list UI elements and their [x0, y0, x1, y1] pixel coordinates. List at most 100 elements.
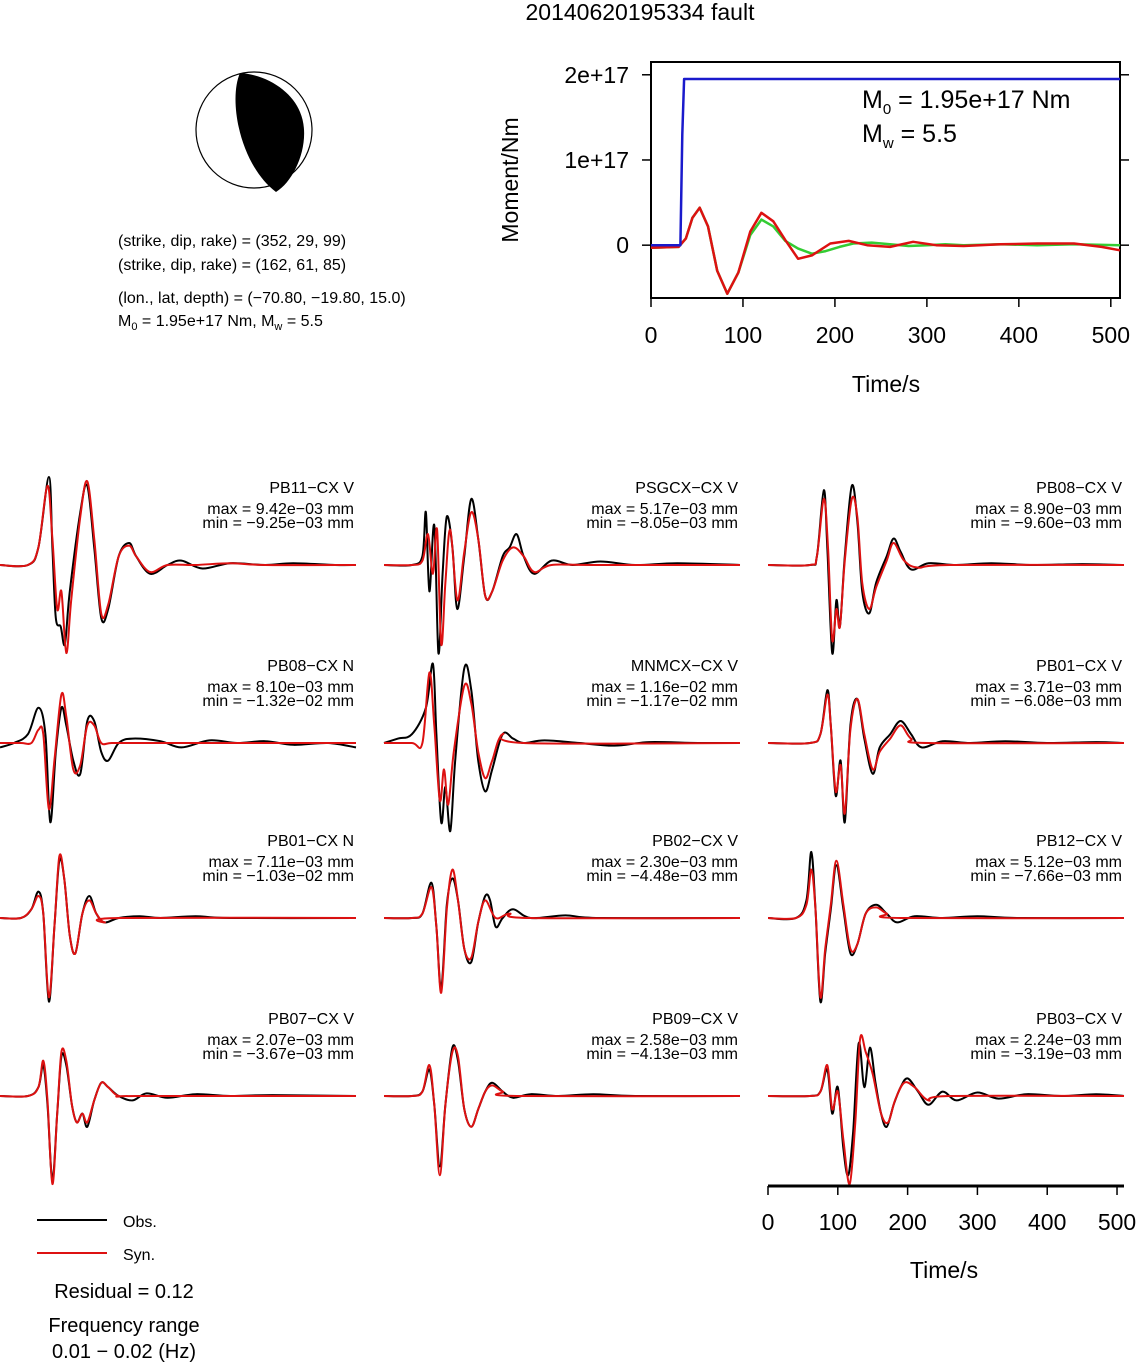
station-max: max = 3.71e−03 mm — [975, 679, 1122, 696]
station-syn-trace — [383, 868, 741, 994]
moment-axes: 0 100 200 300 400 500 0 1e+17 2e+17 — [564, 62, 1130, 348]
station-name: PB12−CX V — [1036, 833, 1122, 850]
station-max: max = 8.10e−03 mm — [207, 679, 354, 696]
location-text: (lon., lat, depth) = (−70.80, −19.80, 15… — [118, 290, 406, 307]
station-min: min = −4.48e−03 mm — [586, 868, 738, 885]
beachball-compressional — [235, 73, 305, 192]
station-max: max = 7.11e−03 mm — [208, 854, 354, 871]
station-name: PSGCX−CX V — [635, 480, 738, 497]
moment-series — [650, 77, 1121, 295]
station-max: max = 5.17e−03 mm — [591, 501, 738, 518]
station-min: min = −4.13e−03 mm — [586, 1046, 738, 1063]
moment-xtick-label: 300 — [908, 322, 946, 348]
beachball-group — [195, 71, 313, 192]
station-syn-trace — [0, 480, 357, 655]
station-max: max = 1.16e−02 mm — [591, 679, 738, 696]
figure-title: 20140620195334 fault — [526, 0, 756, 25]
station-min: min = −1.32e−02 mm — [202, 693, 354, 710]
station-min: min = −6.08e−03 mm — [970, 693, 1122, 710]
station-min: min = −1.03e−02 mm — [202, 868, 354, 885]
moment-ytick-label: 0 — [616, 232, 629, 258]
station-name: PB01−CX V — [1036, 658, 1122, 675]
station-syn-trace — [767, 859, 1125, 999]
moment-series-line-2 — [650, 206, 1121, 295]
moment-xtick-label: 200 — [816, 322, 854, 348]
station-name: PB02−CX V — [652, 833, 738, 850]
residual-text: Residual = 0.12 — [54, 1281, 194, 1303]
station-syn-trace — [767, 1034, 1125, 1186]
freq-range-value: 0.01 − 0.02 (Hz) — [52, 1341, 196, 1363]
station-min: min = −7.66e−03 mm — [970, 868, 1122, 885]
plane-2-text: (strike, dip, rake) = (162, 61, 85) — [118, 257, 346, 274]
station-max: max = 9.42e−03 mm — [207, 501, 354, 518]
station-max: max = 2.07e−03 mm — [207, 1032, 354, 1049]
station-syn-trace — [383, 1046, 741, 1177]
station-syn-trace — [767, 693, 1125, 815]
waveform-xtick-label: 100 — [819, 1209, 857, 1235]
station-name: PB08−CX V — [1036, 480, 1122, 497]
station-syn-trace — [0, 691, 356, 811]
station-name: PB03−CX V — [1036, 1011, 1122, 1028]
station-min: min = −8.05e−03 mm — [586, 515, 738, 532]
moment-m0-label: M0 = 1.95e+17 Nm — [862, 86, 1070, 118]
station-syn-trace — [0, 853, 357, 999]
moment-series-line-0 — [651, 77, 1120, 247]
waveform-xtick-label: 500 — [1098, 1209, 1136, 1235]
legend-obs-label: Obs. — [123, 1214, 157, 1231]
waveform-time-axis: 0 100 200 300 400 500 — [762, 1184, 1136, 1235]
station-name: PB09−CX V — [652, 1011, 738, 1028]
freq-range-title: Frequency range — [48, 1315, 199, 1337]
station-obs-trace — [383, 497, 741, 655]
moment-ytick-label: 2e+17 — [564, 62, 629, 88]
station-obs-trace — [0, 1052, 357, 1181]
station-name: PB08−CX N — [267, 658, 354, 675]
moment-plot-frame — [650, 61, 1121, 299]
waveform-xtick-label: 300 — [958, 1209, 996, 1235]
station-syn-trace — [384, 671, 741, 806]
legend: Obs. Syn. Residual = 0.12 Frequency rang… — [37, 1214, 200, 1363]
moment-xtick-label: 400 — [1000, 322, 1038, 348]
station-name: PB07−CX V — [268, 1011, 354, 1028]
station-syn-trace — [383, 511, 740, 647]
station-max: max = 2.24e−03 mm — [975, 1032, 1122, 1049]
station-min: min = −9.60e−03 mm — [970, 515, 1122, 532]
legend-syn-label: Syn. — [123, 1247, 155, 1264]
plane-1-text: (strike, dip, rake) = (352, 29, 99) — [118, 233, 346, 250]
waveform-xtick-label: 400 — [1028, 1209, 1066, 1235]
station-name: MNMCX−CX V — [631, 658, 738, 675]
waveform-xlabel: Time/s — [910, 1257, 978, 1283]
station-name: PB01−CX N — [267, 833, 354, 850]
station-syn-trace — [0, 1047, 356, 1186]
moment-xtick-label: 100 — [724, 322, 762, 348]
station-min: min = −1.17e−02 mm — [586, 693, 738, 710]
station-max: max = 8.90e−03 mm — [975, 501, 1122, 518]
moment-info-text: M0 = 1.95e+17 Nm, Mw = 5.5 — [118, 313, 323, 333]
moment-ytick-label: 1e+17 — [564, 147, 629, 173]
waveform-xtick-label: 200 — [888, 1209, 926, 1235]
station-syn-trace — [767, 495, 1125, 643]
station-max: max = 2.58e−03 mm — [591, 1032, 738, 1049]
moment-xtick-label: 500 — [1092, 322, 1130, 348]
waveform-xtick-label: 0 — [762, 1209, 775, 1235]
station-min: min = −9.25e−03 mm — [202, 515, 354, 532]
moment-xlabel: Time/s — [852, 371, 920, 397]
station-max: max = 5.12e−03 mm — [975, 854, 1122, 871]
moment-plot: 0 100 200 300 400 500 0 1e+17 2e+17 Moment/Nm Ti… — [497, 61, 1130, 397]
station-max: max = 2.30e−03 mm — [591, 854, 738, 871]
station-min: min = −3.67e−03 mm — [202, 1046, 354, 1063]
moment-xtick-label: 0 — [645, 322, 658, 348]
